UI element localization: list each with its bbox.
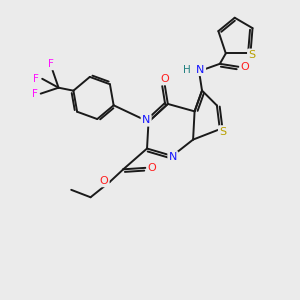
Text: N: N (169, 152, 177, 162)
Text: O: O (241, 62, 250, 72)
Text: F: F (33, 74, 39, 84)
Text: F: F (48, 59, 54, 69)
Text: S: S (219, 127, 226, 136)
Text: O: O (160, 74, 169, 84)
Text: O: O (100, 176, 108, 186)
Text: N: N (142, 115, 150, 125)
Text: H: H (183, 65, 191, 75)
Text: O: O (148, 163, 157, 173)
Text: F: F (32, 88, 38, 99)
Text: S: S (248, 50, 256, 60)
Text: N: N (196, 65, 205, 75)
